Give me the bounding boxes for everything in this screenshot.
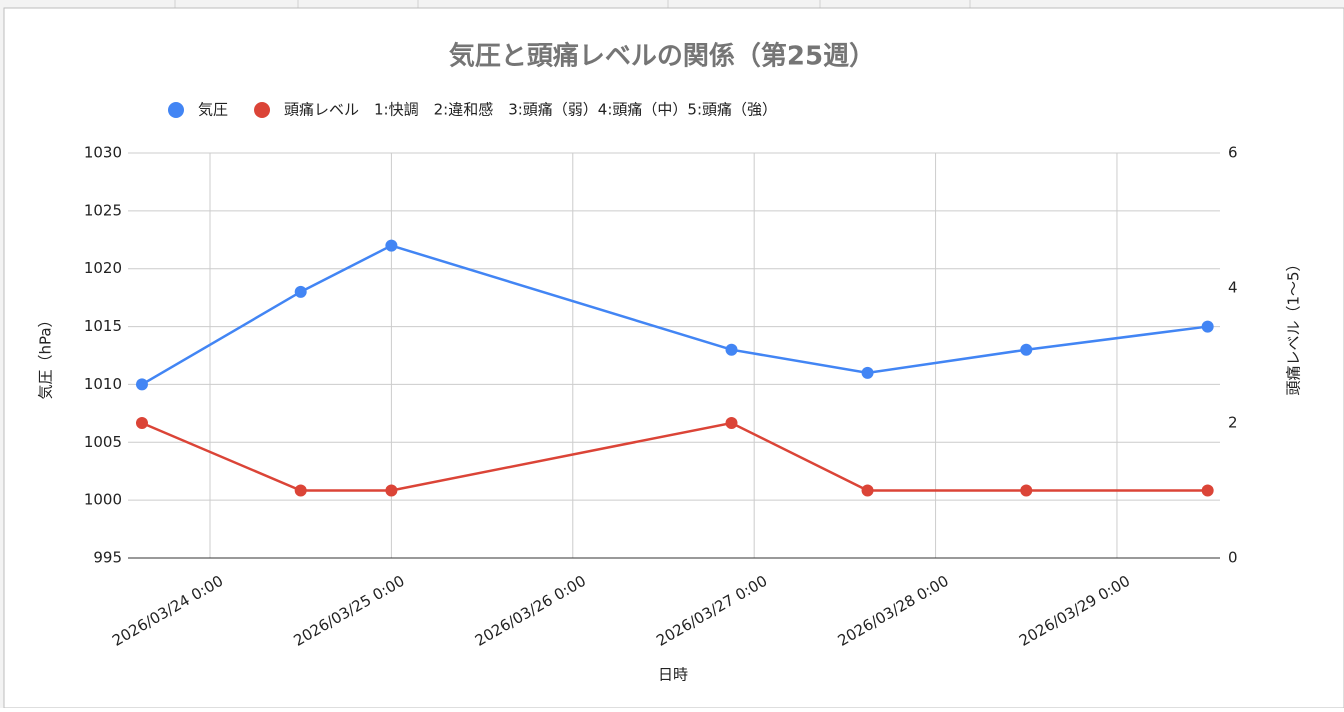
data-point <box>385 484 398 497</box>
data-point <box>385 239 398 252</box>
y2-axis-label: 頭痛レベル（1〜5） <box>1285 256 1303 395</box>
legend-swatch <box>168 102 184 118</box>
y2-tick-label: 0 <box>1228 549 1238 567</box>
data-point <box>861 484 874 497</box>
y2-tick-label: 2 <box>1228 414 1238 432</box>
y-tick-label: 1000 <box>84 491 122 509</box>
data-point <box>725 343 738 356</box>
y-tick-label: 995 <box>93 549 122 567</box>
data-point <box>1201 320 1214 333</box>
chart-title: 気圧と頭痛レベルの関係（第25週） <box>449 41 875 72</box>
data-point <box>135 417 148 429</box>
chart-area <box>3 7 1344 709</box>
y2-tick-label: 6 <box>1228 144 1238 162</box>
y-tick-label: 1020 <box>84 259 122 277</box>
legend-swatch <box>254 102 271 118</box>
data-point <box>861 366 874 379</box>
data-point <box>294 484 307 497</box>
data-point <box>725 417 738 429</box>
y-tick-label: 1015 <box>84 317 122 335</box>
data-point <box>1020 484 1033 497</box>
y-tick-label: 1030 <box>84 144 122 162</box>
y-axis-label: 気圧（hPa） <box>37 312 55 399</box>
data-point <box>135 378 148 391</box>
y-tick-label: 1005 <box>84 433 122 451</box>
x-axis-label: 日時 <box>658 666 688 684</box>
y-tick-label: 1010 <box>84 375 122 393</box>
legend-label: 頭痛レベル 1:快調 2:違和感 3:頭痛（弱）4:頭痛（中）5:頭痛（強） <box>284 101 777 119</box>
data-point <box>294 285 307 298</box>
y2-tick-label: 4 <box>1228 279 1238 297</box>
y-tick-label: 1025 <box>84 201 122 219</box>
data-point <box>1020 343 1033 356</box>
data-point <box>1201 484 1214 497</box>
legend-label: 気圧 <box>198 101 228 119</box>
sheet-grid <box>174 0 971 8</box>
